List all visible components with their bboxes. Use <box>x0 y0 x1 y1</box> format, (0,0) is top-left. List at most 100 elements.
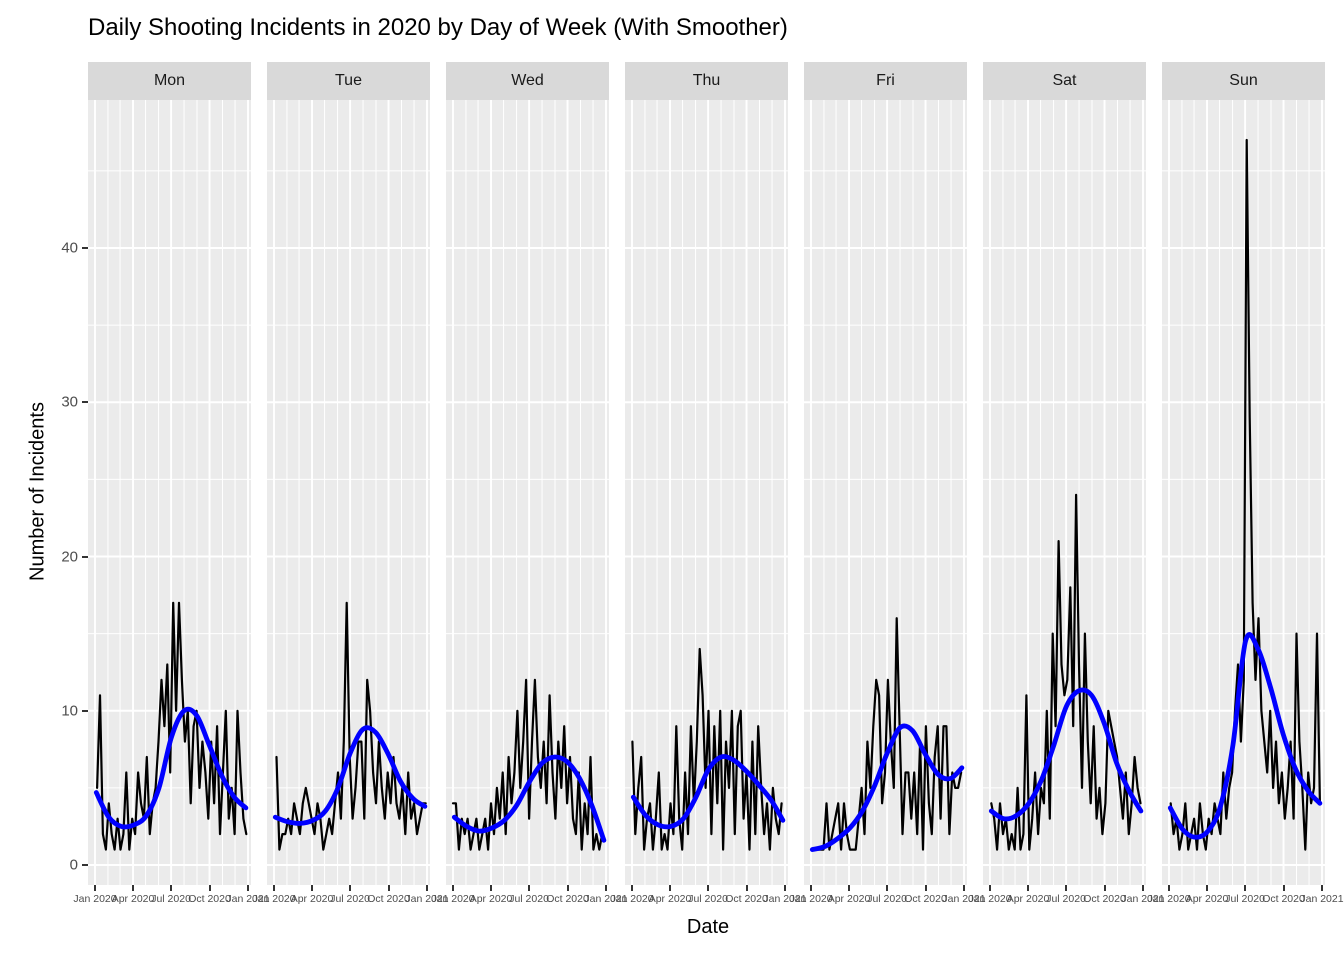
x-tick-mark <box>707 885 710 891</box>
chart-title: Daily Shooting Incidents in 2020 by Day … <box>88 14 788 41</box>
y-axis-title: Number of Incidents <box>26 402 49 581</box>
x-tick-mark <box>349 885 352 891</box>
facet-strip-label: Wed <box>446 62 609 100</box>
x-tick-mark <box>94 885 96 891</box>
incidents-line <box>275 601 427 851</box>
incidents-line <box>810 617 963 851</box>
x-tick-label: Jan 2021 <box>1121 893 1165 905</box>
x-tick-label: Jul 2020 <box>688 893 728 905</box>
facet-thu: Thu Jan 2020 Apr 2020 Jul 2020 Oct 2020 Jan 2… <box>610 62 807 905</box>
x-tick-mark <box>631 885 633 891</box>
x-tick-mark <box>1103 885 1106 891</box>
x-tick-label: Oct 2020 <box>1083 893 1126 905</box>
x-tick-label: Apr 2020 <box>1185 893 1229 905</box>
y-tick-mark <box>82 247 88 249</box>
smoother-line <box>451 754 607 843</box>
facet-strip-label: Sun <box>1162 62 1325 100</box>
x-tick-mark <box>989 885 991 891</box>
x-tick-label: Jan 2020 <box>431 893 475 905</box>
x-tick-label: Jan 2020 <box>252 893 296 905</box>
x-tick-label: Oct 2020 <box>904 893 947 905</box>
facet-tue: Tue Jan 2020 Apr 2020 Jul 2020 Oct 2020 Jan 2… <box>252 62 449 905</box>
smoother-line <box>272 725 428 826</box>
x-tick-mark <box>669 885 672 891</box>
x-tick-mark <box>1168 885 1170 891</box>
smoother-line <box>93 706 249 830</box>
x-tick-label: Jan 2021 <box>584 893 628 905</box>
x-tick-mark <box>604 885 607 891</box>
x-tick-label: Apr 2020 <box>111 893 155 905</box>
x-tick-label: Jan 2020 <box>789 893 833 905</box>
x-tick-mark <box>528 885 531 891</box>
x-tick-mark <box>311 885 314 891</box>
y-tick-mark <box>82 709 88 712</box>
x-tick-mark <box>246 885 249 891</box>
facet-strip-label: Thu <box>625 62 788 100</box>
x-tick-label: Jan 2021 <box>405 893 449 905</box>
y-tick-mark <box>82 864 88 866</box>
y-tick-label: 30 <box>61 393 78 411</box>
x-tick-mark <box>425 885 428 891</box>
x-tick-label: Jul 2020 <box>151 893 191 905</box>
facet-panel <box>88 100 251 885</box>
y-tick-label: 10 <box>61 702 78 720</box>
x-tick-label: Oct 2020 <box>367 893 410 905</box>
x-tick-label: Jan 2020 <box>73 893 117 905</box>
x-tick-label: Jul 2020 <box>867 893 907 905</box>
smoother-line <box>809 723 965 852</box>
x-tick-label: Jan 2021 <box>1300 893 1344 905</box>
x-tick-mark <box>452 885 454 891</box>
x-tick-mark <box>745 885 748 891</box>
x-tick-label: Oct 2020 <box>725 893 768 905</box>
facet-row: Mon Jan 2020 Apr 2020 Jul 2020 Oct 2020 Jan 2… <box>73 62 1344 905</box>
x-axis-title: Date <box>686 916 730 938</box>
y-tick-label: 20 <box>61 548 78 565</box>
facet-panel <box>983 100 1146 885</box>
facet-fri: Fri Jan 2020 Apr 2020 Jul 2020 Oct 2020 Jan 2… <box>789 62 986 905</box>
facet-plot <box>1162 100 1325 885</box>
x-tick-mark <box>1065 885 1068 891</box>
x-tick-label: Jul 2020 <box>509 893 549 905</box>
facet-mon: Mon Jan 2020 Apr 2020 Jul 2020 Oct 2020 Jan 2… <box>73 62 270 905</box>
x-tick-mark <box>783 885 786 891</box>
x-tick-label: Jul 2020 <box>1046 893 1086 905</box>
x-tick-label: Jul 2020 <box>1225 893 1265 905</box>
x-tick-mark <box>490 885 493 891</box>
facet-sat: Sat Jan 2020 Apr 2020 Jul 2020 Oct 2020 Jan 2… <box>968 62 1165 905</box>
x-tick-label: Jan 2020 <box>968 893 1012 905</box>
facet-plot <box>983 100 1146 885</box>
x-tick-mark <box>886 885 889 891</box>
x-tick-mark <box>273 885 275 891</box>
incidents-line <box>451 678 604 851</box>
facet-panel <box>804 100 967 885</box>
x-tick-label: Apr 2020 <box>290 893 334 905</box>
facet-wed: Wed Jan 2020 Apr 2020 Jul 2020 Oct 2020 Jan 2… <box>431 62 628 905</box>
x-tick-mark <box>962 885 965 891</box>
x-tick-mark <box>132 885 135 891</box>
y-tick-mark <box>82 555 88 558</box>
smoother-line <box>988 687 1144 822</box>
facet-plot <box>625 100 788 885</box>
x-tick-mark <box>170 885 173 891</box>
x-tick-label: Apr 2020 <box>469 893 513 905</box>
x-tick-label: Apr 2020 <box>827 893 871 905</box>
smoother-line <box>1167 632 1323 840</box>
x-tick-label: Apr 2020 <box>648 893 692 905</box>
x-tick-label: Oct 2020 <box>188 893 231 905</box>
x-tick-mark <box>848 885 851 891</box>
facet-strip-label: Mon <box>88 62 251 100</box>
y-tick-label: 40 <box>61 239 78 257</box>
facet-plot <box>88 100 251 885</box>
facet-strip-label: Sat <box>983 62 1146 100</box>
x-tick-mark <box>810 885 812 891</box>
x-tick-mark <box>1141 885 1144 891</box>
incidents-line <box>990 493 1142 851</box>
x-tick-label: Jan 2021 <box>942 893 986 905</box>
facet-panel <box>446 100 609 885</box>
x-tick-mark <box>387 885 390 891</box>
x-tick-label: Apr 2020 <box>1006 893 1050 905</box>
x-tick-mark <box>208 885 211 891</box>
y-tick-mark <box>82 401 88 404</box>
facet-panel <box>267 100 430 885</box>
x-tick-mark <box>1206 885 1209 891</box>
